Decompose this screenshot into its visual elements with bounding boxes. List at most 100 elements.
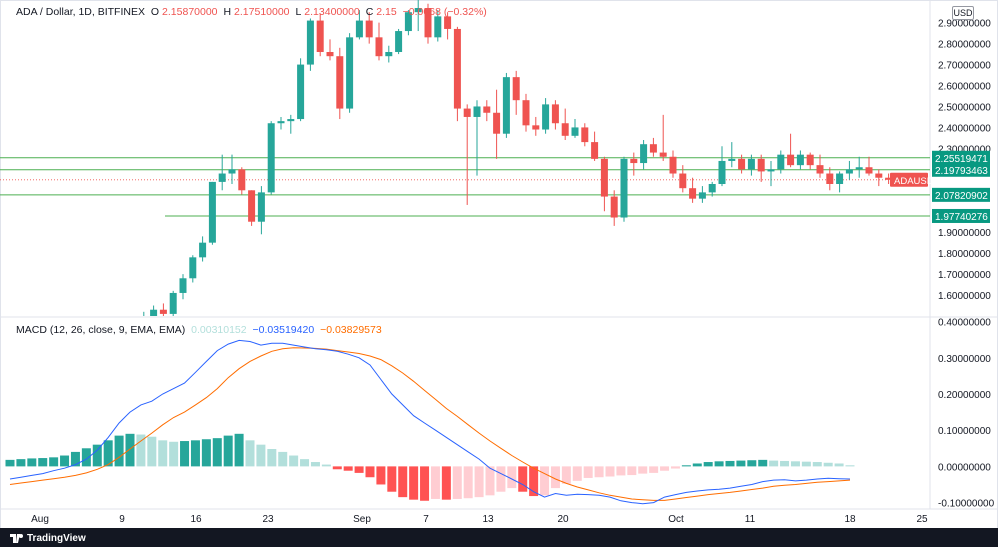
candle [826,167,834,191]
candle [424,3,432,44]
high-label: H [223,6,232,18]
macd-histogram-bar [507,466,517,489]
candle-body [865,167,873,174]
candle-body [816,165,824,174]
candle [551,100,559,130]
macd-histogram-bar [245,440,255,467]
candle [365,12,373,44]
candle [698,186,706,203]
candle [395,28,403,55]
macd-histogram-bar [136,434,146,467]
macd-histogram-bar [420,466,430,501]
candle-body [336,56,344,109]
symbol-title: ADA / Dollar, 1D, BITFINEX [16,6,145,18]
macd-histogram-bar [278,451,288,467]
candle [336,47,344,120]
candle-body [649,144,657,153]
candle-body [395,31,403,52]
macd-line [9,339,851,505]
candle [738,154,746,174]
candle-body [512,77,520,101]
macd-histogram-bar [649,466,659,473]
time-tick-label: 9 [119,514,125,525]
candle [855,156,863,178]
candle [150,305,158,316]
macd-tick-label: -0.10000000 [938,499,995,510]
candle-body [728,158,736,161]
macd-histogram-bar [670,466,680,469]
candle-body [855,167,863,170]
candle-body [179,278,187,293]
price-pane [0,0,930,316]
macd-histogram-bar [660,466,670,471]
candle-body [424,8,432,38]
candle-body [150,309,158,316]
candle-body [875,173,883,178]
price-tick-label: 1.80000000 [938,249,991,260]
candle-body [346,37,354,109]
macd-histogram-bar [190,440,200,467]
macd-histogram-bar [485,466,495,496]
macd-histogram-bar [540,466,550,496]
candle [238,167,246,195]
candle [728,142,736,168]
candle [581,123,589,147]
candle [689,177,697,203]
footer-bar [0,528,998,547]
candle-body [522,100,530,126]
time-tick-label: 13 [482,514,494,525]
time-tick-label: 16 [190,514,202,525]
macd-histogram-bar [725,460,735,467]
macd-histogram-bar [703,462,713,467]
macd-histogram-bar [103,440,113,467]
time-tick-label: 11 [745,514,756,525]
candle [287,114,295,134]
symbol-price-tag: ADAUSD [890,172,934,187]
candle [257,186,265,235]
macd-histogram-bar [430,466,440,499]
currency-button[interactable]: USD [952,6,974,20]
tradingview-logo[interactable]: TradingView [10,533,86,544]
change-percent: (−0.32%) [443,6,487,18]
macd-signal-line [9,347,851,501]
macd-histogram-bar [201,439,211,467]
candle [591,131,599,161]
macd-histogram-bar [70,451,80,467]
candle-body [845,169,853,174]
macd-histogram-bar [38,458,48,467]
candle-body [453,28,461,109]
candle [659,114,667,161]
macd-tick-label: 0.10000000 [938,426,991,437]
macd-histogram-bar [452,466,462,499]
macd-histogram-bar [398,466,408,498]
macd-pane [5,339,855,505]
candle [248,190,256,226]
level-label-bg [932,150,990,165]
macd-histogram-bar [354,466,364,473]
macd-histogram-bar [169,441,179,467]
macd-line-value: −0.03519420 [252,324,315,336]
candle-body [551,104,559,124]
price-tick-label: 1.90000000 [938,228,991,239]
high-value: 2.17510000 [234,6,290,18]
macd-histogram-bar [310,462,320,467]
candle-body [355,20,363,38]
macd-histogram-bar [223,435,233,467]
candle-body [581,127,589,143]
candle [502,72,510,138]
candle-body [796,154,804,166]
macd-histogram-bar [234,433,244,467]
candle [306,18,314,71]
macd-histogram-bar [376,466,386,485]
candle [640,140,648,170]
level-label: 2.19793463 [932,162,990,177]
candle [355,10,363,40]
candle [512,70,520,115]
macd-histogram-bar [5,459,15,467]
candle [346,33,354,113]
macd-histogram-bar [180,441,190,467]
macd-histogram-bar [758,459,768,467]
low-label: L [295,6,302,18]
candle-body [669,156,677,174]
